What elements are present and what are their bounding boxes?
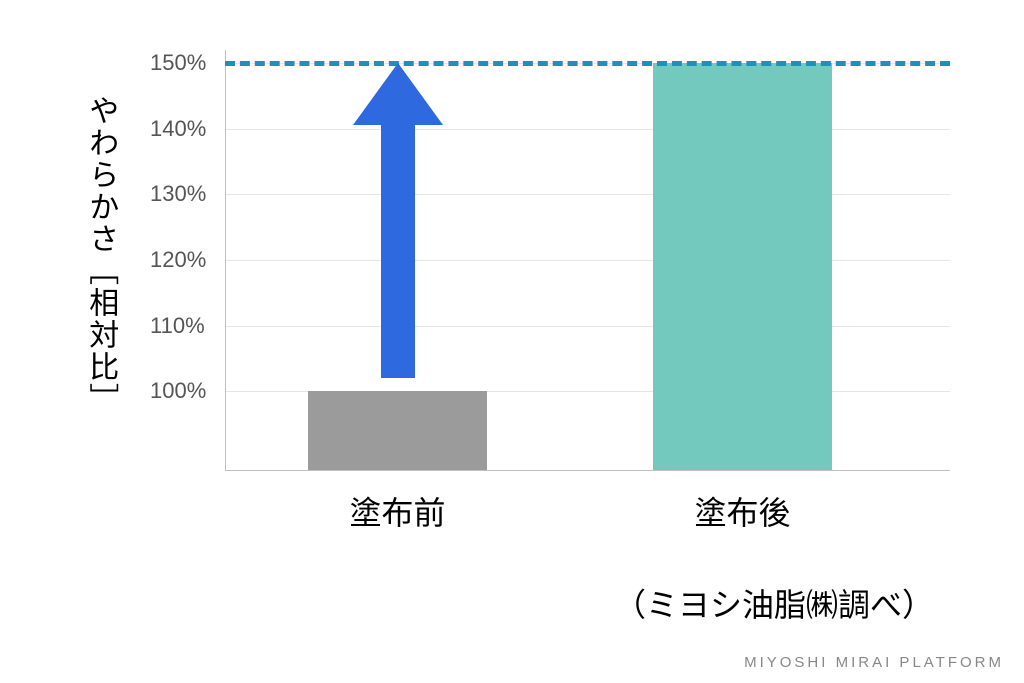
bar-0 [308,391,487,470]
gridline [225,260,950,261]
y-tick-label: 110% [150,313,205,339]
increase-arrow-icon [353,63,443,378]
watermark: MIYOSHI MIRAI PLATFORM [744,654,1004,671]
y-axis [225,50,226,470]
reference-line [225,61,950,66]
x-label-1: 塗布後 [694,488,790,534]
x-axis [225,470,950,471]
y-axis-label: やわらかさ［相対比］ [80,50,120,460]
y-tick-label: 130% [150,181,206,207]
y-tick-label: 100% [150,378,206,404]
x-label-0: 塗布前 [349,488,445,534]
y-tick-label: 150% [150,50,206,76]
chart-area: やわらかさ［相対比］ 100%110%120%130%140%150%塗布前塗布… [80,50,980,520]
gridline [225,326,950,327]
y-tick-label: 120% [150,247,206,273]
y-tick-label: 140% [150,116,206,142]
source-note: （ミヨシ油脂㈱調べ） [614,580,934,626]
bar-1 [653,63,832,470]
gridline [225,129,950,130]
plot-area: 100%110%120%130%140%150%塗布前塗布後 [150,50,950,470]
gridline [225,194,950,195]
